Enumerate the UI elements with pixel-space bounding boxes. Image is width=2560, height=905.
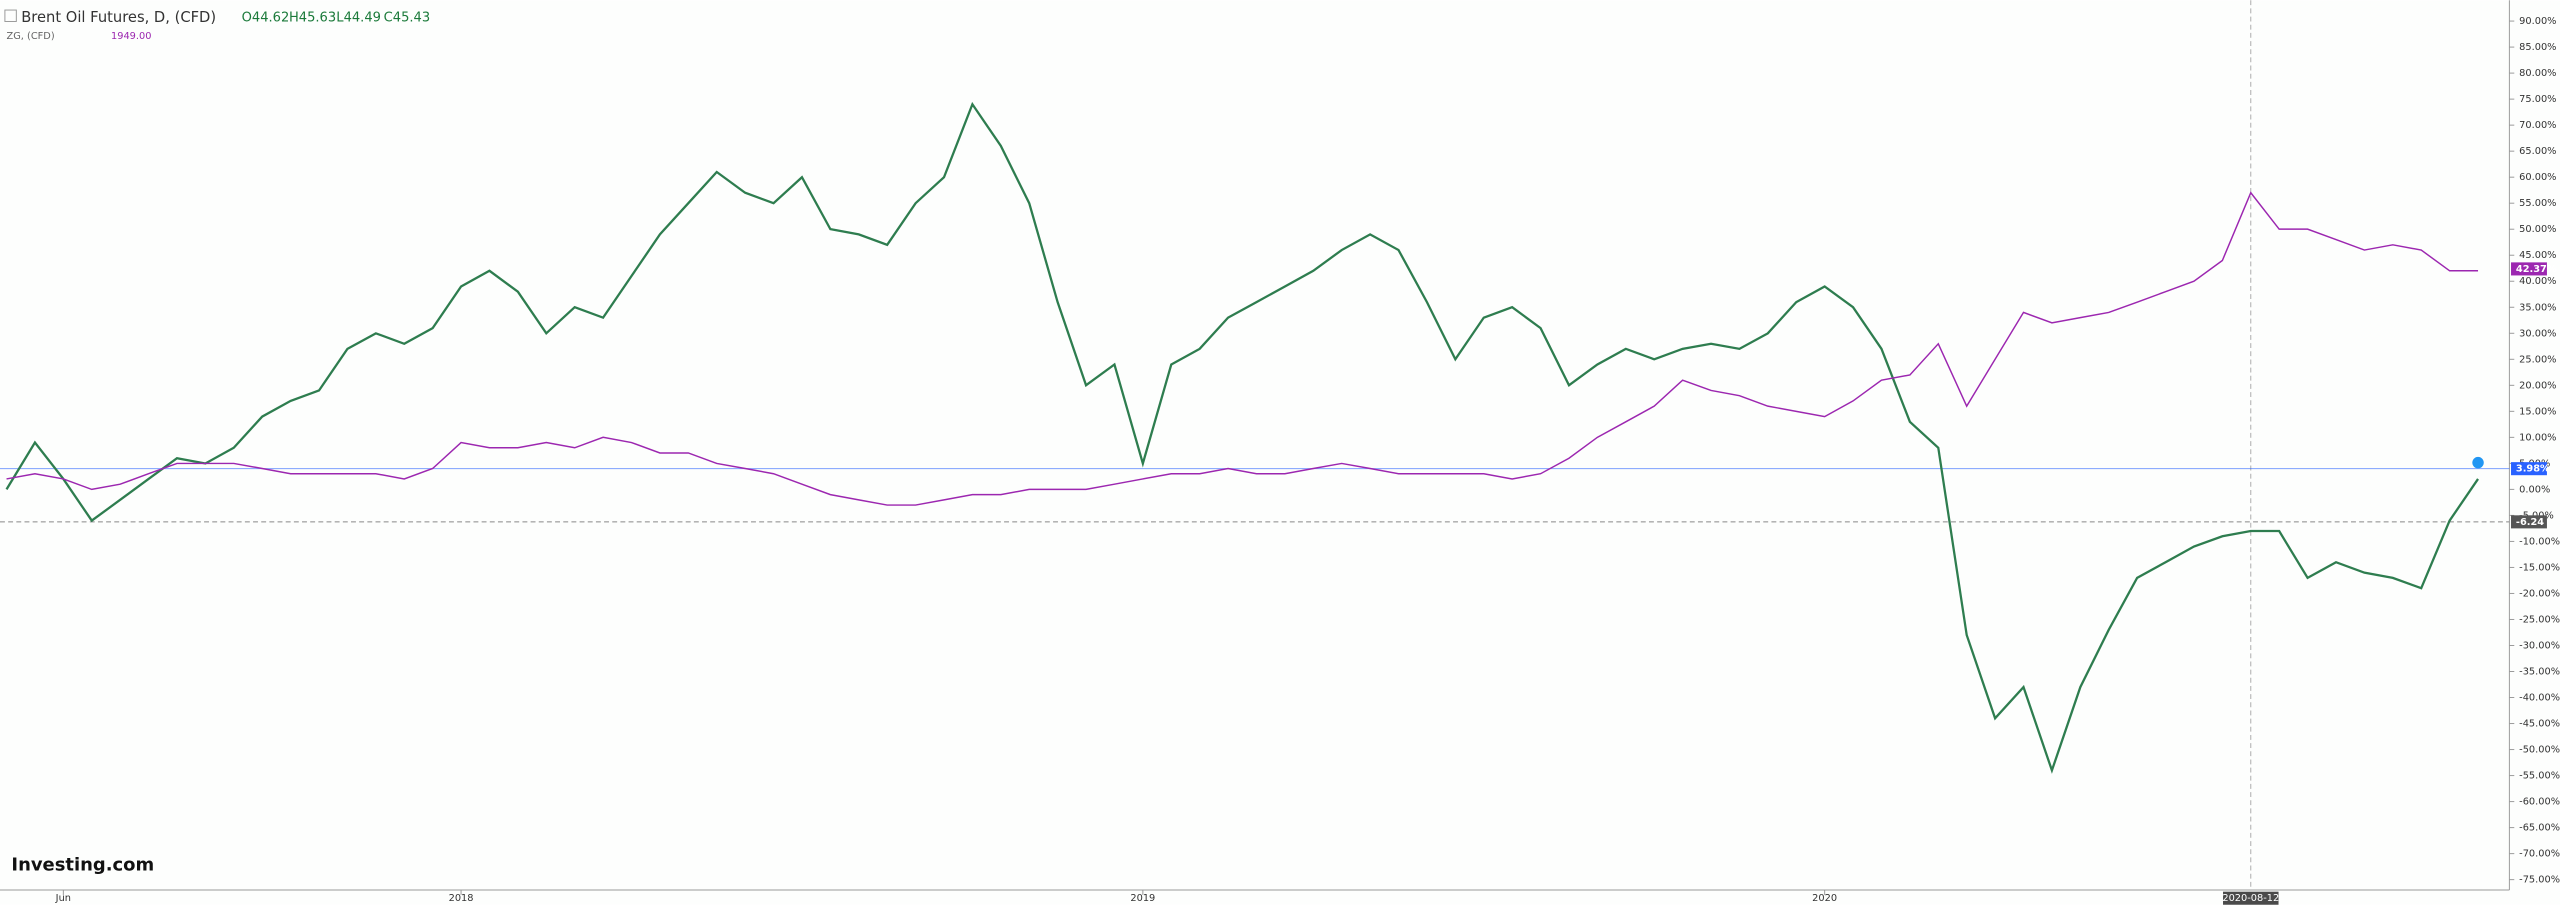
price-tag-bg bbox=[2511, 515, 2547, 529]
y-tick-label: -10.00% bbox=[2519, 536, 2560, 547]
y-tick-label: -75.00% bbox=[2519, 875, 2560, 886]
y-tick-label: -55.00% bbox=[2519, 771, 2560, 782]
price-tag: -6.24 bbox=[2516, 517, 2544, 528]
ohlc-value: O44.62 bbox=[242, 11, 290, 26]
subtitle-value: 1949.00 bbox=[111, 31, 151, 42]
x-tick-label: 2020 bbox=[1812, 893, 1837, 904]
y-tick-label: 80.00% bbox=[2519, 68, 2556, 79]
y-tick-label: -25.00% bbox=[2519, 614, 2560, 625]
x-tick-label: 2019 bbox=[1130, 893, 1155, 904]
y-tick-label: -40.00% bbox=[2519, 693, 2560, 704]
y-tick-label: 40.00% bbox=[2519, 276, 2556, 287]
brand-logo: Investing.com bbox=[11, 855, 154, 876]
y-tick-label: 35.00% bbox=[2519, 302, 2556, 313]
y-tick-label: 65.00% bbox=[2519, 146, 2556, 157]
price-tag: 3.98% bbox=[2516, 464, 2550, 475]
y-tick-label: 15.00% bbox=[2519, 406, 2556, 417]
y-tick-label: -70.00% bbox=[2519, 849, 2560, 860]
ohlc-value: L44.49 bbox=[336, 11, 381, 26]
y-tick-label: -20.00% bbox=[2519, 588, 2560, 599]
price-tag-bg bbox=[2511, 262, 2547, 276]
ohlc-value: H45.63 bbox=[289, 11, 336, 26]
y-tick-label: 60.00% bbox=[2519, 172, 2556, 183]
y-tick-label: 55.00% bbox=[2519, 198, 2556, 209]
x-tick-label: 2018 bbox=[449, 893, 474, 904]
y-tick-label: -60.00% bbox=[2519, 797, 2560, 808]
crosshair-label: 2020-08-12 bbox=[2222, 893, 2279, 904]
y-tick-label: 70.00% bbox=[2519, 120, 2556, 131]
crosshair-label-bg bbox=[2223, 891, 2279, 905]
y-tick-label: 20.00% bbox=[2519, 380, 2556, 391]
y-tick-label: 90.00% bbox=[2519, 16, 2556, 27]
y-tick-label: -30.00% bbox=[2519, 640, 2560, 651]
x-tick-label: Jun bbox=[55, 893, 71, 904]
y-tick-label: 75.00% bbox=[2519, 94, 2556, 105]
y-tick-label: -65.00% bbox=[2519, 823, 2560, 834]
chart-title: Brent Oil Futures, D, (CFD) bbox=[21, 9, 216, 26]
collapse-icon[interactable] bbox=[4, 9, 17, 22]
y-tick-label: 30.00% bbox=[2519, 328, 2556, 339]
y-tick-label: -50.00% bbox=[2519, 745, 2560, 756]
price-tag-bg bbox=[2511, 462, 2547, 476]
ohlc-value: C45.43 bbox=[384, 11, 430, 26]
y-tick-label: -15.00% bbox=[2519, 562, 2560, 573]
subtitle: ZG, (CFD) bbox=[7, 31, 55, 42]
last-point-marker bbox=[2472, 456, 2484, 469]
y-tick-label: -35.00% bbox=[2519, 667, 2560, 678]
price-tag: 42.37% bbox=[2516, 264, 2557, 275]
series-line bbox=[6, 191, 2479, 506]
y-tick-label: 85.00% bbox=[2519, 42, 2556, 53]
series-line bbox=[5, 101, 2479, 774]
y-tick-label: 0.00% bbox=[2519, 484, 2550, 495]
y-tick-label: 50.00% bbox=[2519, 224, 2556, 235]
y-tick-label: 25.00% bbox=[2519, 354, 2556, 365]
y-tick-label: -45.00% bbox=[2519, 719, 2560, 730]
y-tick-label: 45.00% bbox=[2519, 250, 2556, 261]
y-tick-label: 10.00% bbox=[2519, 432, 2556, 443]
